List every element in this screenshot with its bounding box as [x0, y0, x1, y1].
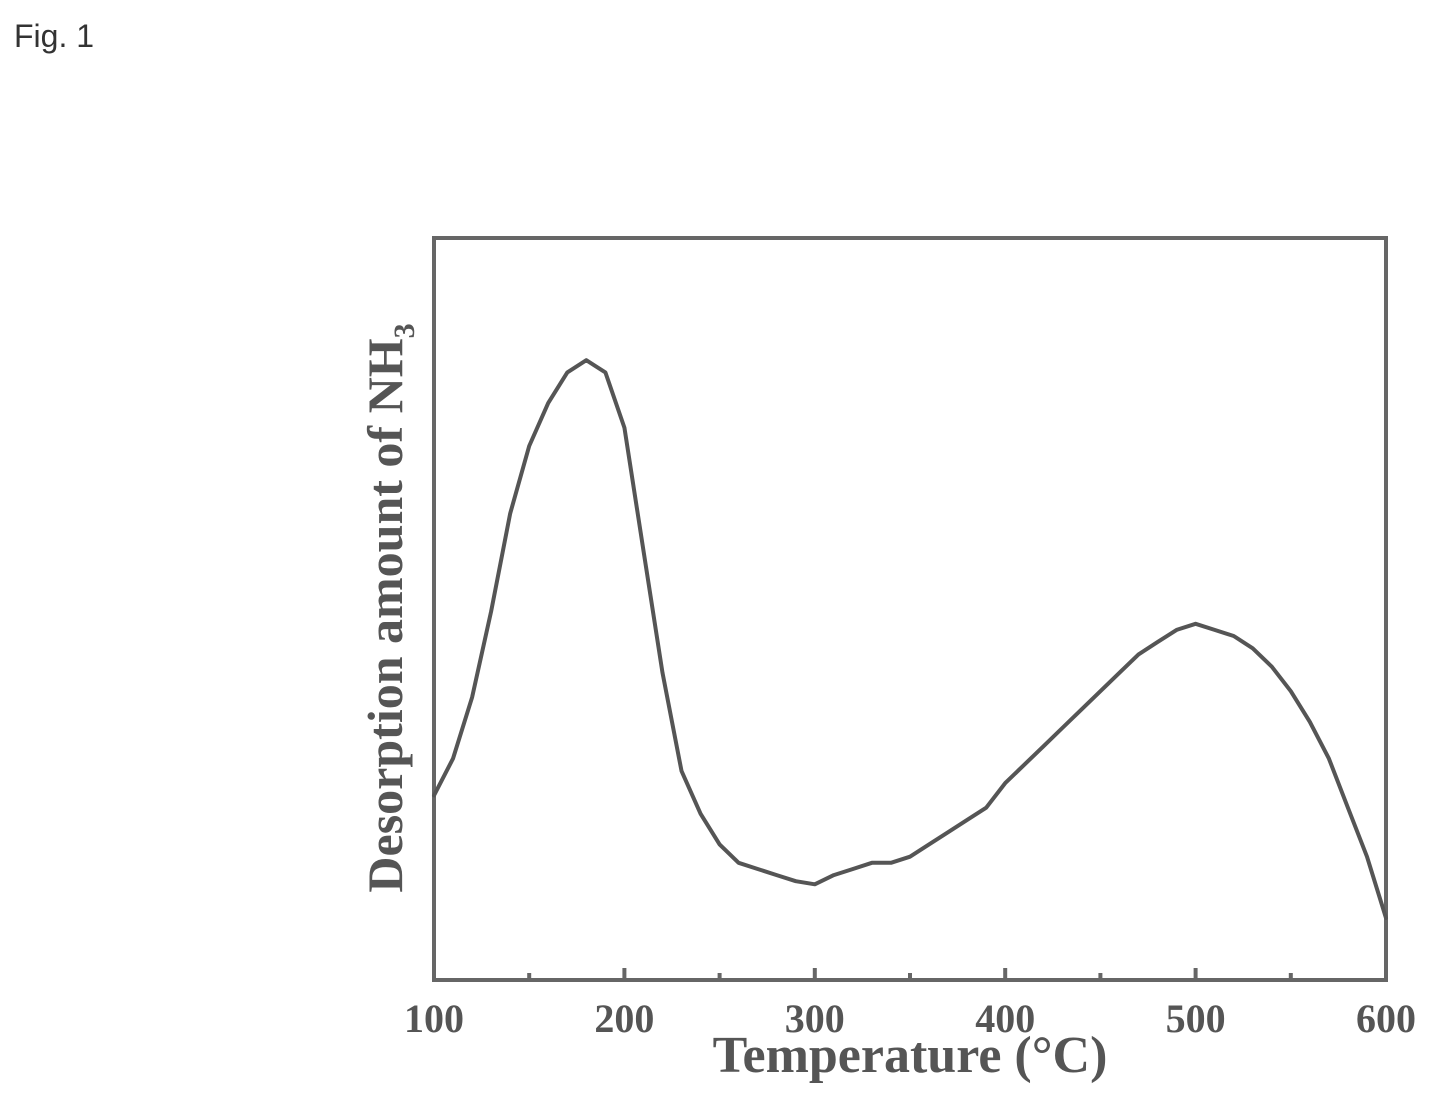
x-tick-label: 500 [1166, 996, 1226, 1041]
y-axis-label-subscript: 3 [388, 323, 421, 338]
plot-frame [432, 236, 1388, 982]
figure-label: Fig. 1 [14, 18, 95, 54]
x-tick-label: 600 [1356, 996, 1416, 1041]
x-tick-label: 400 [975, 996, 1035, 1041]
x-tick-labels: 100 200 300 400 500 600 [404, 996, 1416, 1041]
y-axis-label-group: Desorption amount of NH3 [357, 323, 421, 892]
desorption-curve [432, 358, 1388, 920]
y-axis-label-main: Desorption amount of NH [357, 338, 413, 892]
x-tick-label: 100 [404, 996, 464, 1041]
x-ticks [432, 968, 1388, 980]
x-axis-label: Temperature (°C) [713, 1027, 1108, 1084]
x-tick-label: 300 [785, 996, 845, 1041]
y-axis-label: Desorption amount of NH3 [357, 323, 421, 892]
x-tick-label: 200 [594, 996, 654, 1041]
